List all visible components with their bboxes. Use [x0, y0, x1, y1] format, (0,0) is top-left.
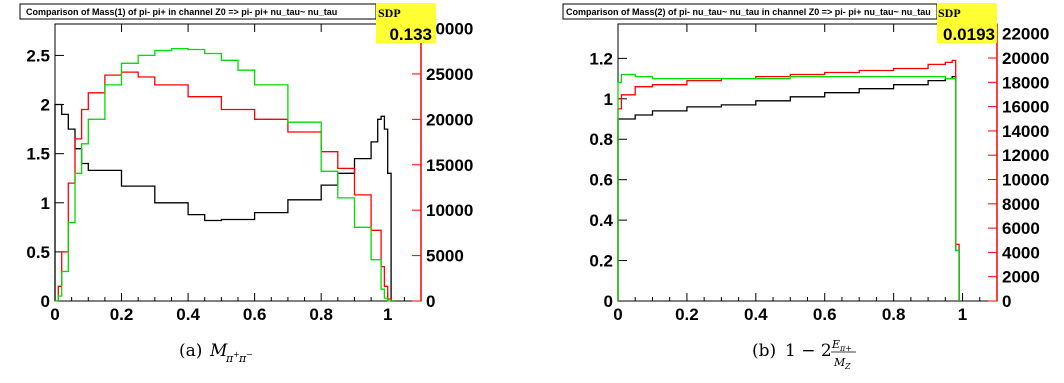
- y-left-tick-label: 0.6: [589, 171, 613, 190]
- y-left-tick-label: 1.5: [26, 145, 50, 164]
- x-tick-label: 0: [50, 305, 59, 324]
- panel-b: 0 0.2 0.4 0.6 0.8 1 0 0.2 0.4 0.6 0.8 1 1.2 0 2000 4000…: [562, 3, 1049, 371]
- x-tick-label: 0.4: [744, 305, 768, 324]
- svg-text:E: E: [831, 338, 840, 351]
- data-series-group: [54, 47, 395, 302]
- y-right-tick-label: 18000: [1002, 73, 1049, 92]
- svg-text:M: M: [209, 341, 228, 361]
- caption-math: 1 − 2 E π+ M Z: [785, 338, 856, 371]
- y-right-tick-label: 15000: [426, 156, 473, 175]
- svg-text:M: M: [833, 356, 846, 369]
- x-tick-label: 0.6: [243, 305, 267, 324]
- svg-text:−: −: [246, 350, 253, 359]
- y-left-tick-label: 2.5: [26, 46, 50, 65]
- y-right-tick-label: 2000: [1002, 268, 1040, 287]
- y-left-tick-label: 0.4: [589, 211, 613, 230]
- tick-labels: 0 0.2 0.4 0.6 0.8 1 0 0.5 1 1.5 2 2.5 0 5000 10000 1500…: [26, 20, 473, 324]
- y-left-tick-label: 0: [41, 292, 50, 311]
- svg-text:π+: π+: [839, 344, 852, 353]
- x-tick-label: 0.8: [309, 305, 333, 324]
- y-right-tick-label: 16000: [1002, 98, 1049, 117]
- data-series-1: [54, 103, 395, 302]
- y-right-tick-label: 12000: [1002, 146, 1049, 165]
- y-right-tick-label: 25000: [426, 65, 473, 84]
- chart-title: Comparison of Mass(1) of pi- pi+ in chan…: [26, 7, 337, 17]
- y-right-tick-label: 14000: [1002, 122, 1049, 141]
- tick-labels: 0 0.2 0.4 0.6 0.8 1 0 0.2 0.4 0.6 0.8 1 1.2 0 2000 4000…: [589, 25, 1049, 324]
- svg-text:π: π: [225, 352, 234, 365]
- y-right-tick-label: 10000: [1002, 171, 1049, 190]
- sdp-label: SDP: [378, 6, 401, 20]
- y-left-tick-label: 1: [604, 90, 613, 109]
- y-right-tick-label: 0: [426, 292, 435, 311]
- panel-a: 0 0.2 0.4 0.6 0.8 1 0 0.5 1 1.5 2 2.5 0 5000 10000 1500…: [19, 3, 473, 365]
- svg-text:Z: Z: [844, 362, 851, 371]
- x-tick-label: 0.8: [882, 305, 906, 324]
- sdp-label: SDP: [938, 6, 961, 20]
- chart-title: Comparison of Mass(2) of pi- nu_tau~ nu_…: [566, 7, 931, 17]
- data-series-1: [617, 75, 960, 301]
- y-right-tick-label: 20000: [1002, 49, 1049, 68]
- sdp-box: [376, 3, 436, 43]
- y-left-tick-label: 1: [41, 194, 50, 213]
- sdp-value: 0.133: [389, 25, 432, 44]
- svg-text:+: +: [233, 350, 240, 359]
- y-left-tick-label: 0.2: [589, 252, 613, 271]
- y-right-tick-label: 30000: [426, 20, 473, 39]
- y-left-tick-label: 0.5: [26, 243, 50, 262]
- y-right-tick-label: 10000: [426, 201, 473, 220]
- caption-tag: (b): [752, 341, 776, 361]
- data-series-3: [55, 47, 395, 302]
- x-tick-label: 1: [958, 305, 967, 324]
- data-series-group: [617, 59, 960, 301]
- svg-text:1 − 2: 1 − 2: [785, 341, 832, 361]
- y-left-tick-label: 0.8: [589, 130, 613, 149]
- data-series-2: [617, 59, 960, 301]
- x-tick-label: 0.2: [675, 305, 699, 324]
- plot-frame: [617, 23, 998, 302]
- svg-text:π: π: [238, 352, 247, 365]
- x-tick-label: 0.6: [813, 305, 837, 324]
- sdp-value: 0.0193: [943, 25, 995, 44]
- sdp-box: [937, 3, 997, 43]
- y-left-tick-label: 1.2: [589, 49, 613, 68]
- y-left-tick-label: 0: [604, 292, 613, 311]
- axis-ticks: [617, 24, 998, 302]
- x-tick-label: 0.2: [110, 305, 134, 324]
- y-right-tick-label: 20000: [426, 110, 473, 129]
- y-right-tick-label: 6000: [1002, 219, 1040, 238]
- y-right-tick-label: 8000: [1002, 195, 1040, 214]
- y-right-tick-label: 0: [1002, 292, 1011, 311]
- x-tick-label: 0.4: [176, 305, 200, 324]
- y-right-tick-label: 22000: [1002, 25, 1049, 44]
- y-right-tick-label: 4000: [1002, 243, 1040, 262]
- caption-math: M π + π −: [209, 341, 253, 365]
- caption-tag: (a): [179, 341, 202, 361]
- y-right-tick-label: 5000: [426, 247, 464, 266]
- x-tick-label: 1: [383, 305, 392, 324]
- data-series-3: [617, 73, 960, 301]
- x-tick-label: 0: [613, 305, 622, 324]
- data-series-2: [55, 71, 395, 302]
- y-left-tick-label: 2: [41, 96, 50, 115]
